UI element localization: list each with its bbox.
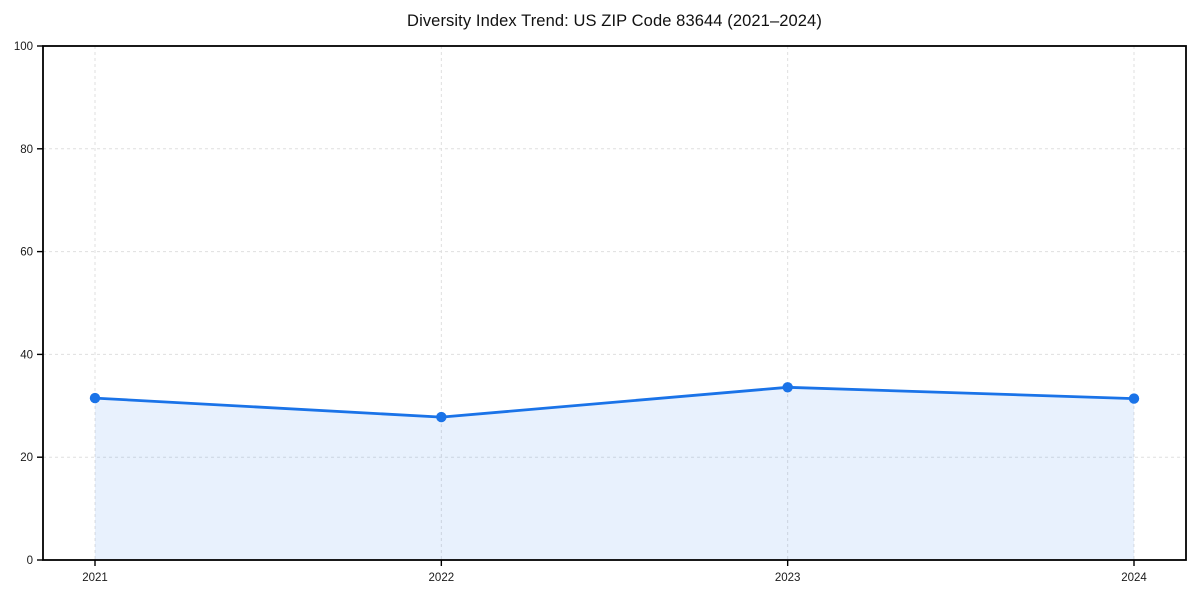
x-axis-tick-label: 2021	[82, 572, 108, 584]
x-axis-tick-label: 2022	[429, 572, 455, 584]
y-axis-tick-label: 80	[20, 144, 33, 156]
data-point	[1128, 393, 1140, 404]
y-axis-tick-label: 100	[14, 41, 33, 53]
chart-title: Diversity Index Trend: US ZIP Code 83644…	[407, 12, 822, 30]
x-axis-tick-label: 2023	[775, 572, 801, 584]
data-point	[436, 411, 447, 423]
series-line	[93, 385, 1136, 419]
chart-svg: 0 20 40 60 80 100 2021 2022 2023 2024	[14, 41, 1187, 584]
plot-border	[42, 45, 1187, 561]
data-point	[89, 392, 101, 404]
series-area	[95, 387, 1134, 560]
y-axis-tick-label: 20	[20, 452, 33, 464]
y-axis-tick-label: 60	[20, 247, 33, 259]
x-axis-tick-label: 2024	[1121, 572, 1147, 584]
data-point	[782, 382, 793, 393]
y-axis-tick-label: 40	[20, 349, 33, 361]
y-axis-tick-label: 0	[27, 555, 33, 567]
